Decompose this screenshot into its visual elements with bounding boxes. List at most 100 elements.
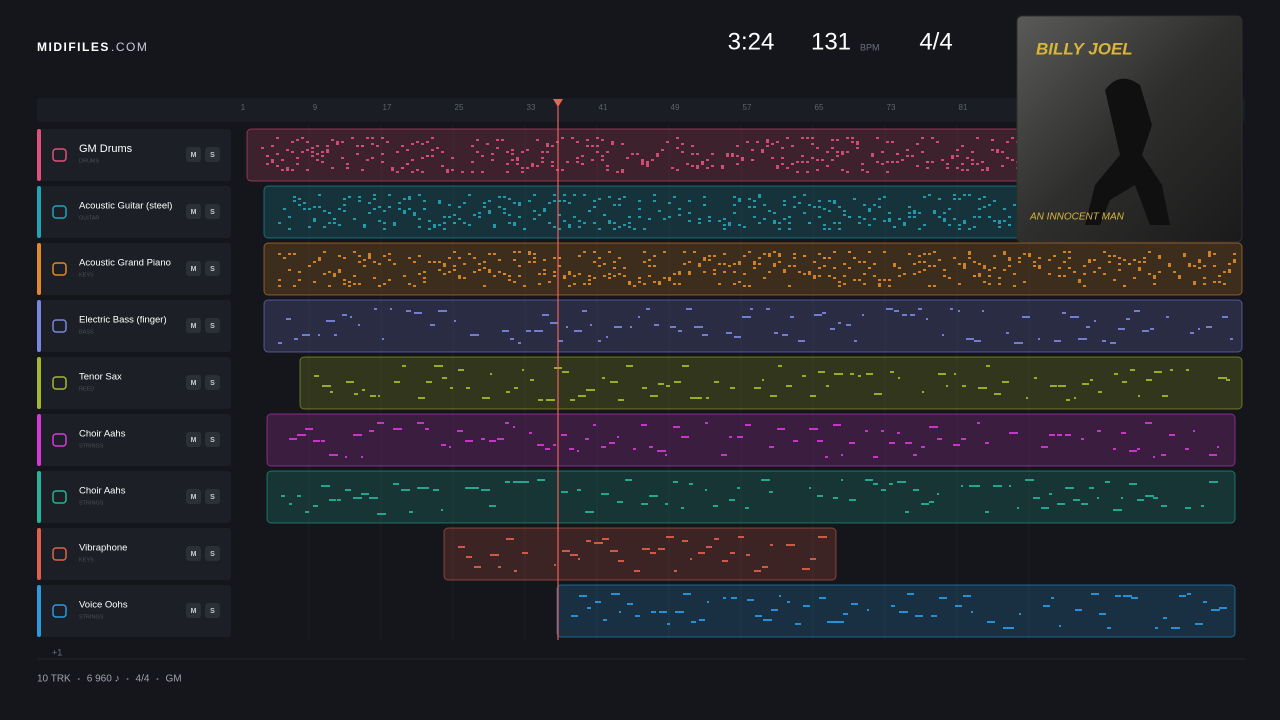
solo-label[interactable]: S (210, 152, 215, 159)
solo-button[interactable] (205, 489, 220, 504)
track-panel[interactable] (37, 129, 231, 181)
mute-button[interactable] (186, 261, 201, 276)
note (1188, 263, 1191, 265)
note (865, 430, 868, 432)
solo-button[interactable] (205, 432, 220, 447)
note (1203, 277, 1206, 279)
note (738, 263, 741, 265)
solo-button[interactable] (205, 261, 220, 276)
note (946, 167, 949, 169)
note (1081, 503, 1088, 505)
note (1213, 253, 1216, 255)
note (426, 381, 432, 383)
track-panel[interactable] (37, 471, 231, 523)
clip[interactable] (263, 299, 1243, 353)
more-tracks[interactable]: +1 (52, 647, 62, 657)
mute-label[interactable]: M (191, 266, 197, 273)
solo-label[interactable]: S (210, 266, 215, 273)
note (1057, 434, 1062, 436)
mute-label[interactable]: M (191, 494, 197, 501)
note (828, 275, 831, 277)
solo-button[interactable] (205, 375, 220, 390)
clip[interactable] (299, 356, 1243, 410)
solo-label[interactable]: S (210, 551, 215, 558)
solo-label[interactable]: S (210, 323, 215, 330)
solo-label[interactable]: S (210, 209, 215, 216)
mute-label[interactable]: M (191, 437, 197, 444)
solo-button[interactable] (205, 546, 220, 561)
note (468, 224, 471, 226)
clip[interactable] (556, 584, 1236, 638)
mute-label[interactable]: M (191, 608, 197, 615)
track-panel[interactable] (37, 414, 231, 466)
solo-label[interactable]: S (210, 608, 215, 615)
mute-label[interactable]: M (191, 551, 197, 558)
mute-label[interactable]: M (191, 323, 197, 330)
mute-button[interactable] (186, 375, 201, 390)
note (961, 163, 964, 165)
note (773, 222, 776, 224)
track-panel[interactable] (37, 357, 231, 409)
solo-button[interactable] (205, 318, 220, 333)
mute-label[interactable]: M (191, 152, 197, 159)
track-panel[interactable] (37, 186, 231, 238)
note (281, 159, 284, 161)
note (1097, 497, 1099, 499)
note (653, 194, 656, 196)
mute-button[interactable] (186, 603, 201, 618)
clip[interactable] (266, 470, 1236, 524)
solo-button[interactable] (205, 603, 220, 618)
note (388, 259, 391, 261)
mute-label[interactable]: M (191, 209, 197, 216)
note (1070, 316, 1079, 318)
note (625, 479, 632, 481)
track-panel[interactable] (37, 243, 231, 295)
note (793, 253, 796, 255)
mute-label[interactable]: M (191, 380, 197, 387)
mute-button[interactable] (186, 204, 201, 219)
note (1110, 342, 1116, 344)
note (1051, 597, 1054, 599)
note (658, 210, 661, 212)
mute-button[interactable] (186, 147, 201, 162)
note (619, 611, 621, 613)
clip[interactable] (266, 413, 1236, 467)
note (913, 216, 916, 218)
note (303, 208, 306, 210)
note (681, 436, 689, 438)
track-panel[interactable] (37, 585, 231, 637)
note (350, 316, 352, 318)
mute-button[interactable] (186, 318, 201, 333)
note (361, 456, 363, 458)
clip[interactable] (443, 527, 837, 581)
solo-label[interactable]: S (210, 437, 215, 444)
note (983, 196, 986, 198)
note (523, 285, 526, 287)
solo-button[interactable] (205, 204, 220, 219)
note (898, 218, 901, 220)
note (1118, 263, 1121, 265)
mute-button[interactable] (186, 432, 201, 447)
track-panel[interactable] (37, 300, 231, 352)
track-color (37, 528, 41, 580)
solo-button[interactable] (205, 147, 220, 162)
mute-button[interactable] (186, 546, 201, 561)
footer-item: 4/4 (136, 674, 150, 685)
solo-label[interactable]: S (210, 380, 215, 387)
playhead-handle[interactable] (553, 99, 563, 107)
mute-button[interactable] (186, 489, 201, 504)
solo-label[interactable]: S (210, 494, 215, 501)
track-panel[interactable] (37, 528, 231, 580)
note (681, 151, 684, 153)
note (806, 161, 809, 163)
note (568, 224, 571, 226)
